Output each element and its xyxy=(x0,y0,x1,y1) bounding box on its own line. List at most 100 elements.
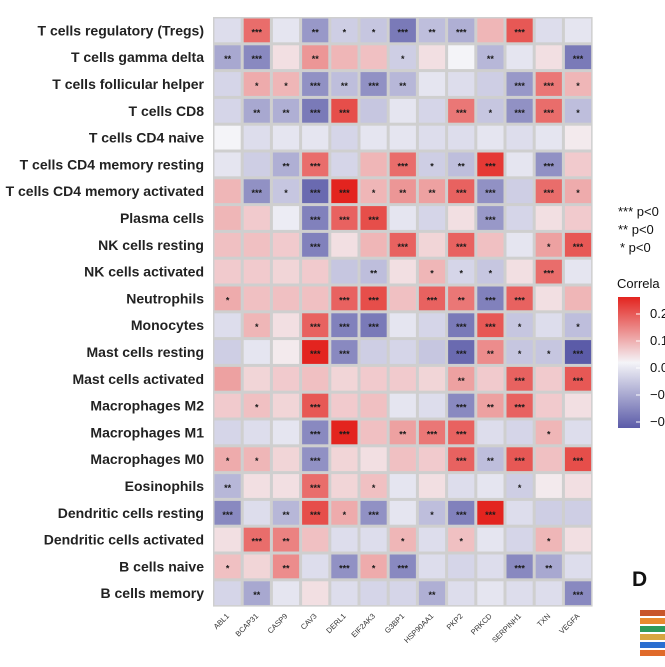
heatmap-cell xyxy=(302,125,329,150)
heatmap-cell xyxy=(418,581,446,606)
row-label: Monocytes xyxy=(131,317,204,333)
heatmap-cell xyxy=(389,179,416,204)
heatmap-cell xyxy=(214,366,241,391)
heatmap-cell xyxy=(564,527,592,552)
column-label: VEGFA xyxy=(557,612,581,636)
significance-stars: ** xyxy=(282,563,290,573)
significance-stars: *** xyxy=(310,242,321,252)
heatmap-cell xyxy=(214,152,241,177)
significance-stars: *** xyxy=(514,403,525,413)
significance-stars: ** xyxy=(282,537,290,547)
significance-stars: *** xyxy=(573,456,584,466)
heatmap-cell xyxy=(535,554,562,579)
significance-stars: * xyxy=(255,403,259,413)
heatmap-cell xyxy=(535,206,562,230)
significance-stars: *** xyxy=(339,349,350,359)
heatmap-cell xyxy=(389,366,416,391)
significance-stars: * xyxy=(518,322,522,332)
significance-stars: *** xyxy=(368,510,379,520)
significance-stars: *** xyxy=(544,269,555,279)
colorbar-tick-label: −0 xyxy=(650,414,665,429)
significance-stars: * xyxy=(430,510,434,520)
significance-stars: *** xyxy=(222,510,233,520)
heatmap-cell xyxy=(564,420,592,445)
heatmap-cell xyxy=(506,18,533,43)
significance-stars: * xyxy=(489,269,493,279)
significance-stars: *** xyxy=(456,108,467,118)
significance-stars: *** xyxy=(456,188,467,198)
significance-stars: *** xyxy=(252,54,263,64)
heatmap-cell xyxy=(389,125,416,150)
heatmap-cell xyxy=(418,554,446,579)
heatmap-cell xyxy=(243,474,270,498)
significance-stars: *** xyxy=(514,376,525,386)
heatmap-cell xyxy=(535,340,562,364)
significance-stars: * xyxy=(255,322,259,332)
heatmap-cell xyxy=(331,581,358,606)
heatmap-cell xyxy=(243,447,270,472)
heatmap-cell xyxy=(243,500,270,525)
significance-stars: *** xyxy=(456,322,467,332)
column-label: HSP90AA1 xyxy=(402,612,435,645)
significance-stars: *** xyxy=(456,403,467,413)
colorbar-tick-label: 0.1 xyxy=(650,333,665,348)
column-label: SERPINH1 xyxy=(490,612,523,645)
heatmap-cell xyxy=(418,18,446,43)
next-panel-strip xyxy=(640,610,665,616)
significance-stars: ** xyxy=(458,376,466,386)
significance-stars: * xyxy=(430,269,434,279)
significance-stars: *** xyxy=(514,563,525,573)
heatmap-cell xyxy=(477,259,504,284)
significance-stars: *** xyxy=(573,590,584,600)
heatmap-cell xyxy=(448,313,475,338)
heatmap-cell xyxy=(477,447,504,472)
significance-stars: *** xyxy=(252,27,263,37)
heatmap-cell xyxy=(243,45,270,70)
heatmap-cell xyxy=(535,72,562,96)
heatmap-cell xyxy=(302,152,329,177)
significance-stars: * xyxy=(226,563,230,573)
heatmap-cell xyxy=(535,232,562,257)
significance-stars: ** xyxy=(282,161,290,171)
heatmap-cell xyxy=(564,232,592,257)
heatmap-cell xyxy=(214,179,241,204)
heatmap-cell xyxy=(506,206,533,230)
significance-stars: * xyxy=(518,349,522,359)
heatmap-cell xyxy=(360,474,387,498)
colorbar-title: Correla xyxy=(617,276,660,291)
row-label: T cells CD8 xyxy=(129,103,205,119)
heatmap-cell xyxy=(418,420,446,445)
heatmap-cell xyxy=(418,527,446,552)
heatmap-cell xyxy=(214,45,241,70)
heatmap-cell xyxy=(535,125,562,150)
heatmap-cell xyxy=(272,393,300,418)
significance-stars: *** xyxy=(573,54,584,64)
significance-stars: *** xyxy=(514,295,525,305)
heatmap-cell xyxy=(360,447,387,472)
next-panel-strip xyxy=(640,634,665,640)
significance-stars: *** xyxy=(310,456,321,466)
row-label: Mast cells activated xyxy=(72,371,204,387)
heatmap-cell xyxy=(302,313,329,338)
heatmap-cell xyxy=(477,179,504,204)
heatmap-cell xyxy=(389,72,416,96)
significance-stars: *** xyxy=(456,429,467,439)
heatmap-cell xyxy=(272,447,300,472)
heatmap-cell xyxy=(331,500,358,525)
heatmap-cell xyxy=(418,259,446,284)
heatmap-cell xyxy=(564,206,592,230)
heatmap-cell xyxy=(302,232,329,257)
heatmap-cell xyxy=(360,500,387,525)
significance-stars: *** xyxy=(456,456,467,466)
heatmap-cell xyxy=(564,152,592,177)
significance-stars: ** xyxy=(282,510,290,520)
heatmap-cell xyxy=(243,18,270,43)
heatmap-cell xyxy=(272,581,300,606)
row-label: Mast cells resting xyxy=(87,344,205,360)
heatmap-cell xyxy=(477,500,504,525)
significance-stars: *** xyxy=(485,510,496,520)
heatmap-cell xyxy=(477,420,504,445)
significance-stars: ** xyxy=(458,161,466,171)
significance-stars: *** xyxy=(310,322,321,332)
heatmap-cell xyxy=(360,152,387,177)
